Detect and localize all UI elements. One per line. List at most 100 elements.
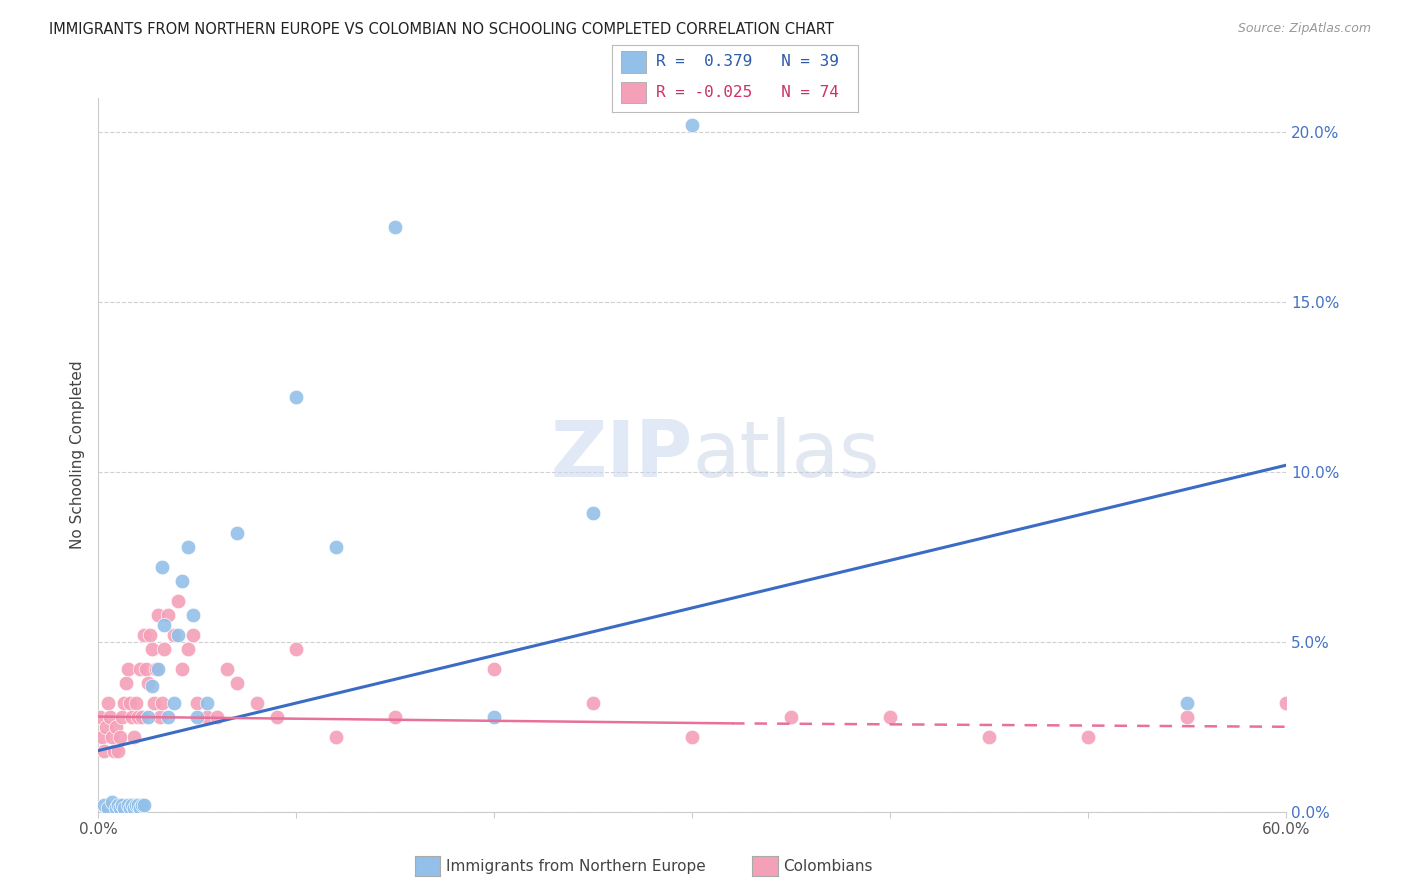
Point: [111, 797, 134, 812]
Point: [131, 797, 153, 812]
Point: [125, 797, 148, 812]
Point: [120, 801, 142, 815]
Point: [285, 641, 308, 656]
Point: [115, 675, 138, 690]
Point: [117, 797, 139, 812]
Point: [170, 574, 193, 588]
Point: [107, 743, 129, 757]
Point: [1077, 730, 1099, 744]
Point: [121, 797, 143, 812]
Point: [146, 607, 169, 622]
Text: Immigrants from Northern Europe: Immigrants from Northern Europe: [446, 859, 706, 873]
Text: atlas: atlas: [693, 417, 880, 493]
Point: [107, 797, 129, 812]
Point: [142, 696, 165, 710]
Text: R = -0.025   N = 74: R = -0.025 N = 74: [655, 85, 839, 100]
Point: [186, 709, 208, 723]
Point: [176, 540, 198, 554]
Point: [122, 730, 145, 744]
Bar: [621, 51, 647, 73]
Point: [163, 628, 186, 642]
Point: [127, 709, 149, 723]
Point: [117, 662, 139, 676]
Point: [170, 662, 193, 676]
Point: [1177, 709, 1199, 723]
Point: [136, 709, 159, 723]
Bar: [621, 82, 647, 103]
Point: [132, 797, 155, 812]
Point: [93, 743, 115, 757]
Point: [149, 709, 172, 723]
Point: [582, 696, 605, 710]
Point: [111, 709, 134, 723]
Text: R =  0.379   N = 39: R = 0.379 N = 39: [655, 54, 839, 70]
Point: [108, 730, 131, 744]
Point: [217, 662, 239, 676]
Point: [325, 540, 347, 554]
Point: [266, 709, 288, 723]
Point: [103, 743, 125, 757]
Point: [129, 801, 152, 815]
Point: [152, 617, 174, 632]
Point: [145, 662, 167, 676]
Point: [166, 594, 188, 608]
Point: [91, 730, 114, 744]
Point: [780, 709, 803, 723]
Point: [129, 662, 152, 676]
Point: [484, 709, 506, 723]
Point: [582, 506, 605, 520]
Point: [484, 662, 506, 676]
Point: [96, 720, 118, 734]
Point: [176, 641, 198, 656]
Point: [105, 720, 128, 734]
Point: [127, 797, 149, 812]
Point: [112, 801, 135, 815]
Point: [226, 526, 249, 541]
Point: [979, 730, 1001, 744]
Point: [156, 607, 179, 622]
Point: [132, 628, 155, 642]
Point: [98, 709, 121, 723]
Point: [112, 696, 135, 710]
Point: [879, 709, 901, 723]
Point: [183, 628, 205, 642]
Point: [121, 709, 143, 723]
Point: [183, 607, 205, 622]
Text: ZIP: ZIP: [550, 417, 693, 493]
Point: [682, 730, 704, 744]
Point: [166, 628, 188, 642]
Point: [141, 641, 163, 656]
Point: [131, 709, 153, 723]
Point: [186, 696, 208, 710]
Y-axis label: No Schooling Completed: No Schooling Completed: [70, 360, 86, 549]
Point: [146, 662, 169, 676]
Point: [139, 628, 162, 642]
Point: [152, 641, 174, 656]
Point: [150, 560, 173, 574]
Point: [108, 801, 131, 815]
Point: [93, 797, 115, 812]
Point: [1177, 696, 1199, 710]
Point: [150, 696, 173, 710]
Point: [101, 795, 124, 809]
Text: IMMIGRANTS FROM NORTHERN EUROPE VS COLOMBIAN NO SCHOOLING COMPLETED CORRELATION : IMMIGRANTS FROM NORTHERN EUROPE VS COLOM…: [49, 22, 834, 37]
Point: [122, 801, 145, 815]
Point: [120, 696, 142, 710]
Point: [105, 801, 128, 815]
Point: [325, 730, 347, 744]
Point: [285, 390, 308, 404]
Text: Colombians: Colombians: [783, 859, 873, 873]
Point: [89, 709, 111, 723]
Point: [384, 220, 406, 235]
Point: [195, 696, 218, 710]
Text: Source: ZipAtlas.com: Source: ZipAtlas.com: [1237, 22, 1371, 36]
Point: [156, 709, 179, 723]
Point: [246, 696, 269, 710]
Point: [163, 696, 186, 710]
Point: [384, 709, 406, 723]
Point: [141, 679, 163, 693]
Point: [1275, 696, 1298, 710]
Point: [207, 709, 229, 723]
Point: [682, 118, 704, 132]
Point: [195, 709, 218, 723]
